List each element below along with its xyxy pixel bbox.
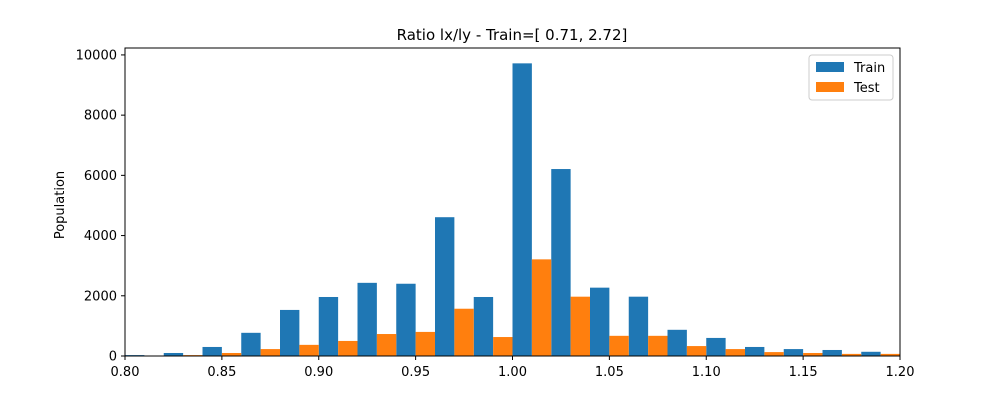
x-tick-label: 1.00 (498, 365, 527, 380)
y-tick-label: 2000 (84, 289, 117, 304)
bar-train-4 (280, 309, 300, 356)
bar-train-7 (396, 283, 416, 356)
x-axis: 0.80 0.85 0.90 0.95 1.00 1.05 1.10 1.15 1.20 (111, 356, 915, 380)
y-axis-label: Population (53, 171, 68, 239)
bar-train-12 (590, 287, 610, 356)
legend-label-train: Train (853, 61, 885, 76)
bar-test-19 (880, 353, 900, 356)
y-axis: 0 2000 4000 6000 8000 10000 (76, 48, 125, 365)
bar-train-14 (667, 329, 687, 356)
bar-train-13 (628, 296, 649, 356)
bar-test-9 (493, 337, 513, 356)
bar-test-5 (338, 340, 358, 356)
x-tick-label: 0.95 (401, 365, 430, 380)
bar-test-7 (415, 331, 435, 356)
bar-train-18 (822, 349, 842, 356)
bar-train-1 (163, 352, 184, 356)
x-tick-label: 0.85 (207, 365, 236, 380)
legend: Train Test (808, 54, 894, 101)
bar-train-10 (512, 63, 532, 357)
x-tick-label: 0.80 (111, 365, 140, 380)
bar-test-13 (648, 335, 668, 356)
bar-test-17 (803, 352, 823, 356)
bar-test-15 (725, 349, 745, 356)
bar-test-8 (454, 308, 474, 356)
legend-label-test: Test (853, 81, 880, 96)
bar-train-8 (435, 217, 455, 356)
bar-test-3 (260, 349, 280, 356)
bar-test-16 (764, 352, 784, 356)
bars-group (125, 63, 900, 357)
legend-swatch-train (816, 62, 844, 72)
bar-train-17 (783, 349, 804, 356)
x-tick-label: 1.15 (789, 365, 818, 380)
bar-test-11 (570, 296, 590, 356)
y-tick-label: 0 (109, 350, 117, 365)
bar-test-2 (221, 352, 242, 356)
bar-test-10 (531, 259, 552, 356)
bar-test-12 (609, 335, 629, 356)
bar-train-5 (318, 296, 339, 356)
x-tick-label: 0.90 (304, 365, 333, 380)
bar-train-19 (861, 351, 881, 356)
bar-test-14 (686, 346, 707, 356)
bar-train-9 (473, 296, 494, 356)
legend-swatch-test (816, 82, 844, 92)
y-tick-label: 10000 (76, 48, 117, 63)
chart-title: Ratio lx/ly - Train=[ 0.71, 2.72] (397, 26, 628, 44)
y-tick-label: 4000 (84, 229, 117, 244)
x-tick-label: 1.10 (692, 365, 721, 380)
bar-train-6 (357, 282, 377, 356)
bar-test-4 (299, 344, 319, 356)
x-tick-label: 1.05 (595, 365, 624, 380)
x-tick-label: 1.20 (886, 365, 915, 380)
bar-train-3 (241, 332, 261, 356)
bar-test-18 (841, 353, 862, 356)
y-tick-label: 6000 (84, 169, 117, 184)
bar-train-11 (551, 169, 571, 356)
bar-train-15 (706, 337, 726, 356)
bar-train-2 (202, 346, 222, 356)
bar-test-6 (376, 334, 397, 356)
y-tick-label: 8000 (84, 109, 117, 124)
bar-train-16 (745, 346, 765, 356)
